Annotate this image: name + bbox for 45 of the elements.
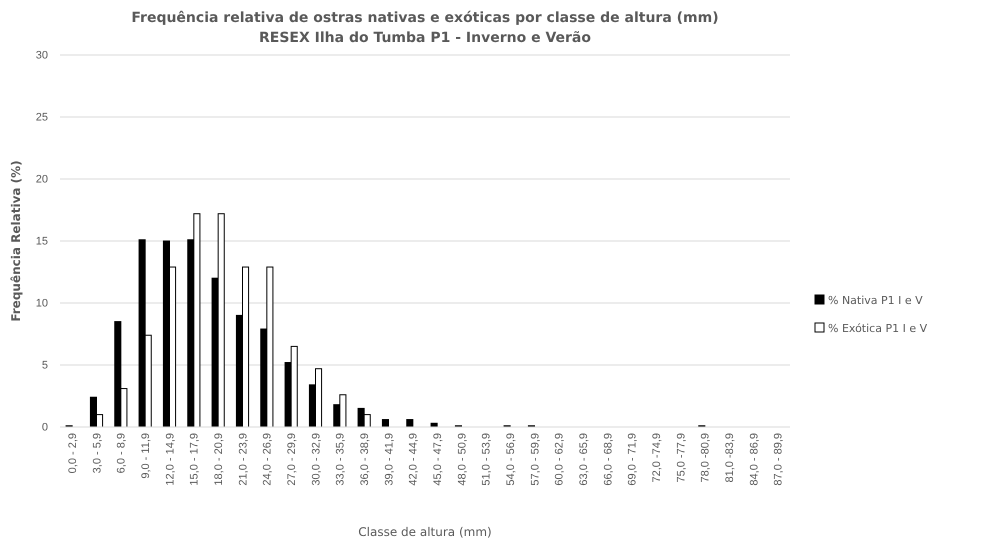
x-tick-label: 45,0 - 47,9 [432, 433, 444, 486]
x-tick-label: 12,0 - 14,9 [164, 433, 176, 486]
x-tick-label: 63,0 - 65,9 [578, 433, 590, 486]
y-tick-label: 15 [36, 236, 48, 248]
x-tick-label: 78,0 -80,9 [700, 433, 712, 483]
x-tick-label: 24,0 - 26,9 [262, 433, 274, 486]
x-tick-label: 87,0 - 89,9 [772, 433, 785, 486]
x-tick-label: 81,0 -83,9 [724, 433, 736, 483]
x-tick-label: 54,0 - 56,9 [505, 433, 518, 486]
bar [382, 419, 389, 428]
x-tick-label: 84,0 - 86,9 [748, 433, 760, 486]
y-tick-label: 5 [42, 360, 48, 372]
legend-label: % Nativa P1 I e V [828, 294, 924, 307]
y-tick-label: 30 [36, 50, 48, 62]
x-tick-label: 60,0 - 62,9 [554, 433, 566, 486]
x-tick-label: 36,0 - 38,9 [359, 433, 372, 486]
y-tick-label: 20 [36, 174, 48, 186]
y-axis-title: Frequência Relativa (%) [9, 160, 23, 322]
x-tick-label: 9,0 - 11,9 [140, 433, 152, 479]
x-tick-label: 6,0 - 8,9 [116, 433, 128, 474]
x-tick-label: 0,0 - 2,9 [67, 433, 80, 474]
x-tick-label: 51,0 - 53,9 [480, 433, 493, 486]
x-tick-label: 66,0 - 68,9 [602, 433, 614, 486]
x-tick-label: 33,0 - 35,9 [334, 433, 347, 486]
x-tick-label: 15,0 - 17,9 [188, 433, 201, 486]
x-axis-title: Classe de altura (mm) [358, 525, 492, 539]
x-tick-label: 75,0 -77,9 [675, 433, 688, 483]
x-tick-label: 72,0 -74,9 [651, 433, 664, 483]
x-tick-label: 18,0 - 20,9 [213, 433, 226, 486]
y-tick-label: 25 [36, 112, 48, 124]
chart-title: Frequência relativa de ostras nativas e exóticas por classe de altura (mm) [131, 10, 719, 26]
chart-subtitle: RESEX Ilha do Tumba P1 - Inverno e Verão [258, 30, 592, 46]
x-tick-label: 42,0 - 44,9 [408, 433, 420, 486]
x-tick-label: 21,0 - 23,9 [237, 433, 250, 486]
x-tick-label: 27,0 - 29,9 [286, 433, 298, 486]
x-tick-label: 39,0 - 41,9 [383, 433, 396, 486]
y-tick-label: 0 [42, 422, 48, 434]
bar [406, 419, 414, 428]
y-tick-label: 10 [36, 298, 48, 310]
x-tick-label: 69,0 - 71,9 [626, 433, 639, 486]
legend-label: % Exótica P1 I e V [828, 322, 928, 335]
x-tick-label: 3,0 - 5,9 [91, 433, 104, 474]
x-tick-label: 30,0 - 32,9 [310, 433, 322, 486]
x-tick-label: 57,0 - 59,9 [529, 433, 542, 486]
x-tick-label: 48,0 - 50,9 [456, 433, 468, 486]
